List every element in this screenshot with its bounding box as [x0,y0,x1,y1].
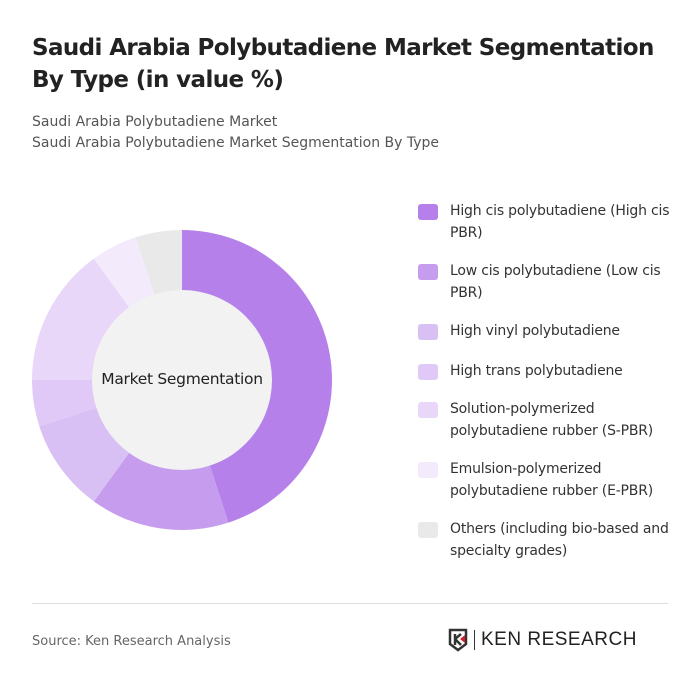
logo-text: KEN RESEARCH [481,629,637,650]
divider [32,603,668,604]
legend-label: High cis polybutadiene (High cis PBR) [450,203,670,241]
legend-swatch [418,522,438,538]
legend-swatch [418,264,438,280]
legend-item: Solution-polymerized polybutadiene rubbe… [418,398,685,442]
legend-label: Solution-polymerized polybutadiene rubbe… [450,401,654,439]
chart-title: Saudi Arabia Polybutadiene Market Segmen… [32,35,654,93]
legend-swatch [418,462,438,478]
subtitle-segmentation: Saudi Arabia Polybutadiene Market Segmen… [32,135,440,151]
ken-research-logo-icon [448,628,468,652]
legend-item: High trans polybutadiene [418,360,685,382]
legend-label: High trans polybutadiene [450,363,623,379]
legend-item: Others (including bio-based and specialt… [418,518,685,562]
legend-item: High vinyl polybutadiene [418,320,685,342]
source-note: Source: Ken Research Analysis [32,634,231,649]
legend-label: Low cis polybutadiene (Low cis PBR) [450,263,661,301]
legend-swatch [418,324,438,340]
legend-label: High vinyl polybutadiene [450,323,620,339]
legend-swatch [418,402,438,418]
subtitle-market: Saudi Arabia Polybutadiene Market [32,114,278,130]
donut-hole [92,290,272,470]
legend-item: Emulsion-polymerized polybutadiene rubbe… [418,458,685,502]
legend-item: High cis polybutadiene (High cis PBR) [418,200,685,244]
ken-research-logo: KEN RESEARCH [448,628,637,652]
legend-swatch [418,364,438,380]
legend-item: Low cis polybutadiene (Low cis PBR) [418,260,685,304]
legend-label: Emulsion-polymerized polybutadiene rubbe… [450,461,653,499]
center-label: Market Segmentation [101,370,263,388]
legend-label: Others (including bio-based and specialt… [450,521,669,559]
legend-swatch [418,204,438,220]
